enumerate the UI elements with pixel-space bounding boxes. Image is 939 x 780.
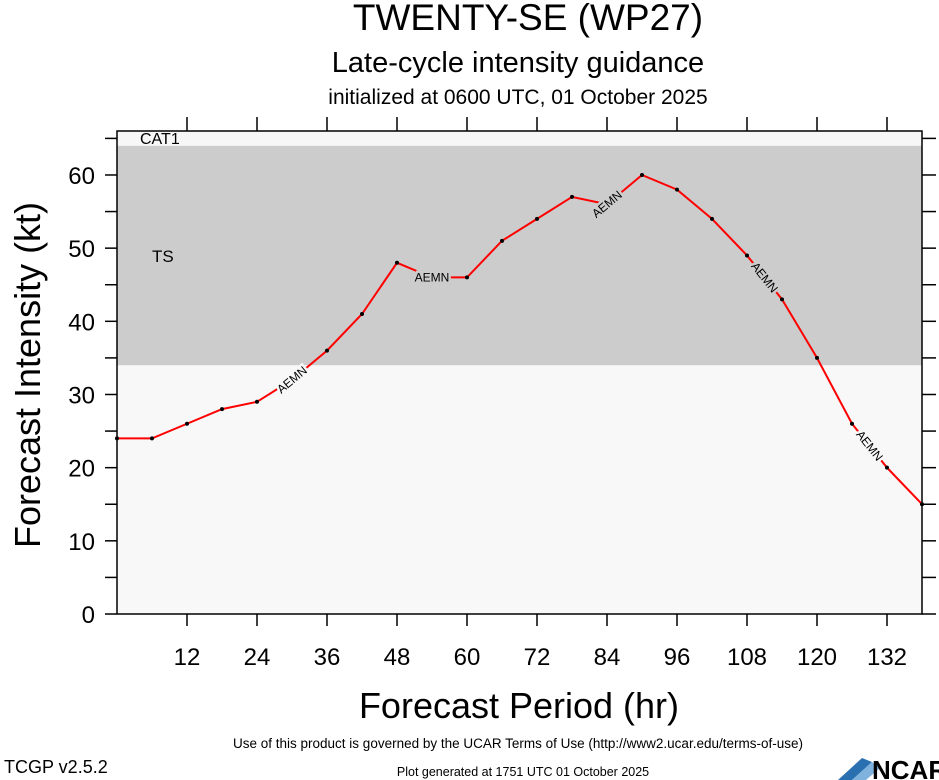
data-point bbox=[815, 355, 819, 360]
y-tick-label: 40 bbox=[68, 309, 95, 336]
x-tick-label: 48 bbox=[384, 644, 411, 671]
band-label-cat1: CAT1 bbox=[140, 131, 180, 148]
y-tick-label: 30 bbox=[68, 382, 95, 409]
y-tick-label: 20 bbox=[68, 456, 95, 483]
data-point bbox=[430, 275, 434, 280]
plot-frame bbox=[116, 130, 923, 615]
y-axis-label: Forecast Intensity (kt) bbox=[7, 202, 48, 548]
band-label-ts: TS bbox=[152, 247, 174, 266]
series-line-aemn bbox=[117, 173, 923, 505]
data-point bbox=[360, 312, 364, 317]
chart-title: TWENTY-SE (WP27) bbox=[353, 0, 703, 38]
data-point bbox=[640, 172, 644, 177]
ncar-logo-text: NCAR bbox=[872, 755, 939, 780]
data-point bbox=[220, 407, 224, 412]
data-point bbox=[885, 465, 889, 470]
data-point bbox=[570, 194, 574, 199]
data-point bbox=[255, 399, 259, 404]
data-point bbox=[465, 275, 469, 280]
x-tick-label: 96 bbox=[664, 644, 691, 671]
data-point bbox=[535, 216, 539, 221]
x-tick-label: 36 bbox=[314, 644, 341, 671]
generated-time: Plot generated at 1751 UTC 01 October 20… bbox=[397, 765, 649, 779]
y-tick-label: 60 bbox=[68, 163, 95, 190]
x-tick-label: 132 bbox=[867, 644, 907, 671]
series-label: AEMN bbox=[415, 270, 450, 284]
data-point bbox=[185, 421, 189, 426]
data-point bbox=[500, 238, 504, 243]
x-tick-label: 84 bbox=[594, 644, 621, 671]
data-point bbox=[780, 297, 784, 302]
y-tick-label: 10 bbox=[68, 529, 95, 556]
band-cat1 bbox=[117, 131, 922, 146]
y-tick-label: 50 bbox=[68, 236, 95, 263]
data-point bbox=[115, 436, 119, 441]
data-point bbox=[710, 216, 714, 221]
x-tick-label: 60 bbox=[454, 644, 481, 671]
data-point bbox=[605, 202, 609, 207]
x-tick-label: 120 bbox=[797, 644, 837, 671]
data-point bbox=[290, 377, 294, 382]
x-tick-label: 108 bbox=[727, 644, 767, 671]
data-point bbox=[325, 348, 329, 353]
x-tick-label: 72 bbox=[524, 644, 551, 671]
chart-init-time: initialized at 0600 UTC, 01 October 2025 bbox=[328, 86, 707, 109]
data-point bbox=[395, 260, 399, 265]
terms-of-use: Use of this product is governed by the U… bbox=[233, 736, 803, 751]
data-point bbox=[850, 421, 854, 426]
x-axis-label: Forecast Period (hr) bbox=[359, 685, 679, 726]
ncar-logo: NCAR bbox=[838, 755, 939, 780]
band-ts bbox=[117, 145, 922, 366]
data-point bbox=[150, 436, 154, 441]
data-point bbox=[745, 253, 749, 258]
version-label: TCGP v2.5.2 bbox=[4, 757, 108, 777]
x-tick-label: 12 bbox=[174, 644, 201, 671]
chart-subtitle: Late-cycle intensity guidance bbox=[332, 47, 704, 79]
x-tick-label: 24 bbox=[244, 644, 271, 671]
data-point bbox=[920, 502, 924, 507]
y-tick-label: 0 bbox=[82, 602, 95, 629]
data-point bbox=[675, 187, 679, 192]
